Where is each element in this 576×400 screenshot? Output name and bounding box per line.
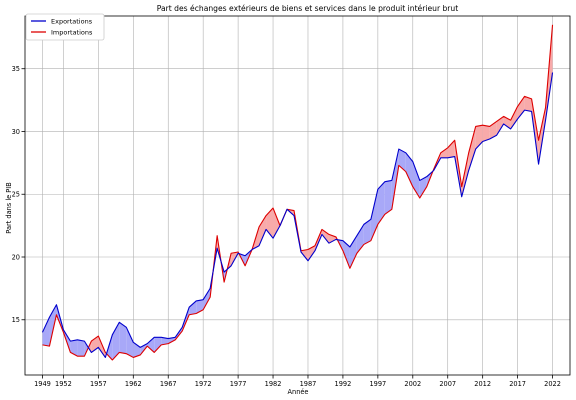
- gap-fill: [189, 300, 197, 315]
- x-tick-label: 1962: [125, 380, 142, 388]
- grid: [25, 16, 570, 375]
- x-tick-label: 1949: [34, 380, 51, 388]
- gap-fill: [126, 327, 134, 358]
- gap-fill: [517, 96, 525, 119]
- x-tick-label: 2012: [474, 380, 491, 388]
- y-tick-label: 30: [12, 128, 20, 136]
- x-tick-label: 1957: [90, 380, 107, 388]
- gap-fill: [70, 339, 78, 357]
- x-axis-label: Année: [288, 388, 309, 396]
- gap-fill: [377, 181, 385, 225]
- legend: Exportations Importations: [25, 13, 105, 41]
- y-tick-label: 20: [12, 253, 20, 261]
- gap-fill: [84, 341, 89, 357]
- gap-fill: [363, 219, 371, 245]
- gap-fill: [440, 147, 448, 158]
- chart-title: Part des échanges extérieurs de biens et…: [157, 4, 458, 13]
- gap-fill: [321, 229, 329, 244]
- gap-fill: [119, 322, 127, 354]
- gap-fill: [259, 215, 267, 246]
- x-tick-label: 2007: [439, 380, 456, 388]
- series-line-importations: [42, 24, 554, 361]
- gap-fill: [482, 125, 490, 142]
- gap-fill: [147, 337, 155, 353]
- series-lines: [41, 24, 554, 361]
- gap-fill: [42, 317, 50, 347]
- x-tick-label: 1967: [160, 380, 177, 388]
- gap-fill: [510, 106, 518, 129]
- gap-fill: [405, 152, 413, 187]
- gap-fill: [468, 126, 476, 171]
- gap-fill: [161, 337, 169, 345]
- x-tick-label: 2002: [404, 380, 421, 388]
- gap-fill: [154, 337, 162, 353]
- gap-fill: [391, 149, 399, 210]
- gap-fill: [196, 299, 204, 314]
- gap-fill: [398, 149, 406, 172]
- x-tick-label: 1952: [55, 380, 72, 388]
- y-tick-label: 15: [12, 316, 20, 324]
- gap-fill: [342, 240, 350, 269]
- x-tick-label: 1997: [369, 380, 386, 388]
- gap-fill: [307, 245, 315, 261]
- gap-fill: [203, 288, 211, 310]
- x-axis-ticks: 1949 1952 1957 1962 1967 1972 1977 1982 1987 1992…: [34, 375, 561, 388]
- gap-fill: [419, 176, 427, 199]
- legend-label-importations: Importations: [51, 29, 93, 37]
- x-tick-label: 1987: [300, 380, 317, 388]
- plot-frame: [24, 15, 571, 376]
- legend-label-exportations: Exportations: [51, 18, 93, 26]
- gap-fill: [349, 235, 357, 269]
- gap-fill: [524, 96, 532, 112]
- y-axis-label: Part dans le PIB: [5, 182, 13, 234]
- y-axis-ticks: 15 20 25 30 35: [12, 65, 25, 324]
- x-tick-label: 2017: [509, 380, 526, 388]
- gap-fill: [266, 208, 274, 239]
- gap-fill: [168, 337, 176, 344]
- y-tick-label: 35: [12, 65, 20, 73]
- x-tick-label: 1982: [265, 380, 282, 388]
- y-tick-label: 25: [12, 191, 20, 199]
- x-tick-label: 1972: [195, 380, 212, 388]
- gap-fill: [447, 140, 455, 158]
- gap-fill: [77, 339, 85, 357]
- series-line-exportations: [41, 72, 554, 358]
- gap-fill: [273, 208, 281, 239]
- x-tick-label: 1977: [230, 380, 247, 388]
- x-tick-label: 1992: [335, 380, 352, 388]
- gap-fill: [384, 180, 392, 215]
- x-tick-label: 2022: [544, 380, 561, 388]
- gap-fill: [496, 116, 504, 136]
